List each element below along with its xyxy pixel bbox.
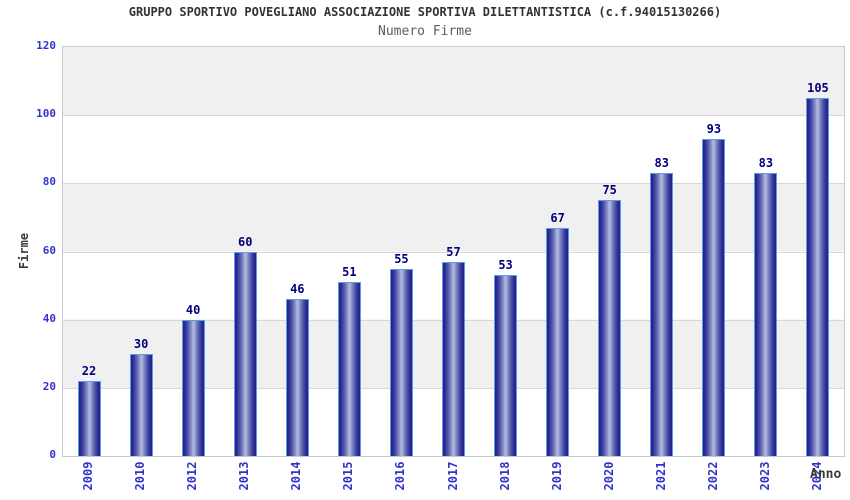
x-tick-label: 2017 — [445, 461, 460, 491]
y-tick-label: 40 — [42, 311, 56, 325]
bar-value-label: 55 — [394, 251, 409, 266]
bar — [389, 268, 413, 456]
y-tick-label: 80 — [42, 175, 56, 189]
y-tick-label: 100 — [36, 107, 56, 121]
bar-value-label: 51 — [342, 265, 357, 280]
bar — [285, 299, 309, 456]
bar — [754, 173, 778, 456]
x-tick-label: 2016 — [393, 461, 408, 491]
bar-value-label: 60 — [237, 234, 253, 249]
gridline — [63, 115, 844, 117]
chart-title: GRUPPO SPORTIVO POVEGLIANO ASSOCIAZIONE … — [128, 5, 722, 19]
bar — [494, 275, 518, 456]
x-tick-label: 2019 — [549, 461, 564, 491]
bar-value-label: 105 — [807, 81, 829, 96]
y-tick-label: 60 — [42, 243, 56, 257]
x-tick-label: 2021 — [653, 461, 668, 491]
x-tick-label: 2020 — [601, 461, 616, 491]
gridline — [63, 251, 844, 253]
chart-subtitle: Numero Firme — [378, 24, 472, 39]
x-tick-label: 2009 — [81, 461, 96, 491]
bar-value-label: 93 — [706, 122, 722, 137]
bar — [546, 227, 570, 456]
x-axis-title: Anno — [810, 467, 842, 482]
bar-value-label: 22 — [81, 364, 97, 379]
bar — [702, 139, 726, 456]
bar-value-label: 53 — [498, 258, 513, 273]
x-tick-label: 2023 — [757, 461, 772, 491]
bar — [77, 381, 101, 456]
x-tick-label: 2013 — [237, 461, 252, 491]
y-tick-label: 0 — [49, 448, 56, 461]
bar — [129, 353, 153, 456]
x-tick-label: 2014 — [289, 461, 304, 491]
bar — [337, 282, 361, 456]
x-tick-label: 2015 — [341, 461, 356, 491]
bar-value-label: 67 — [550, 210, 565, 225]
x-tick-label: 2012 — [185, 461, 200, 491]
plot-area: 22 30 40 60 46 51 55 57 53 67 75 83 93 83 105 — [62, 46, 845, 457]
x-tick-label: 2022 — [705, 461, 720, 491]
y-axis-title: Firme — [17, 232, 31, 270]
bar — [181, 319, 205, 456]
bar — [233, 251, 257, 456]
x-tick-label: 2018 — [497, 461, 512, 491]
bar-value-label: 30 — [133, 336, 149, 351]
bar-value-label: 83 — [758, 156, 774, 171]
bar — [442, 261, 465, 456]
y-tick-label: 20 — [42, 379, 56, 393]
bar — [650, 173, 674, 456]
bar-value-label: 57 — [446, 244, 461, 259]
bar-value-label: 46 — [290, 282, 305, 297]
bar-value-label: 83 — [654, 156, 669, 171]
x-tick-label: 2010 — [133, 461, 148, 491]
bar — [598, 200, 622, 456]
bar-value-label: 75 — [602, 183, 617, 198]
bar-value-label: 40 — [185, 302, 201, 317]
y-tick-label: 120 — [36, 39, 56, 52]
bar — [806, 98, 830, 456]
gridline — [63, 183, 844, 185]
